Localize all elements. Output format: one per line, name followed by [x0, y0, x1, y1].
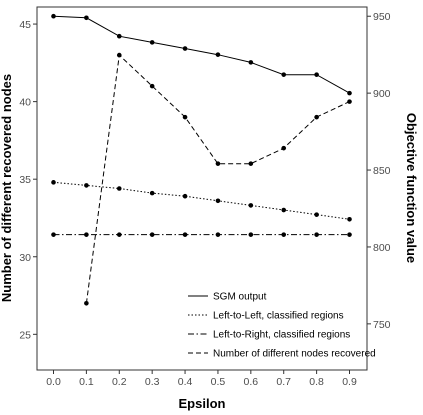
data-point — [281, 72, 287, 77]
data-point — [149, 40, 155, 45]
series-line — [53, 181, 350, 220]
data-point — [51, 13, 56, 19]
data-point — [248, 232, 254, 237]
data-point — [215, 161, 221, 166]
legend-label: Left-to-Right, classified regions — [213, 330, 350, 341]
x-tick-label: 0.3 — [145, 376, 160, 388]
x-tick-label: 0.0 — [46, 376, 61, 388]
series-line — [53, 15, 350, 94]
data-point — [51, 232, 56, 237]
y-right-tick-label: 950 — [373, 11, 391, 23]
data-point — [182, 232, 188, 237]
y-left-tick-label: 35 — [19, 174, 31, 186]
y-left-tick-label: 25 — [19, 329, 31, 341]
data-point — [116, 52, 122, 58]
data-point — [215, 198, 221, 204]
data-point — [248, 60, 254, 65]
legend-label: SGM output — [213, 292, 267, 303]
data-point — [248, 161, 254, 166]
axes: 0.0 0.1 0.2 0.3 0.4 0.5 0.6 0.7 0.8 0.9 25 30 35 40 45… — [19, 11, 390, 388]
x-tick-label: 0.2 — [112, 376, 127, 388]
data-point — [182, 193, 188, 199]
legend-label: Left-to-Left, classified regions — [213, 311, 344, 322]
legend: SGM output Left-to-Left, classified regio… — [188, 292, 376, 360]
x-tick-label: 0.9 — [342, 376, 357, 388]
x-axis-title: Epsilon — [179, 396, 226, 411]
data-point — [314, 232, 319, 237]
data-point — [84, 15, 89, 21]
data-point — [215, 52, 221, 57]
data-point — [281, 232, 287, 237]
data-point — [314, 212, 319, 217]
y-right-tick-label: 750 — [373, 319, 391, 331]
data-point — [347, 90, 352, 96]
data-point — [149, 190, 155, 196]
x-tick-label: 0.8 — [309, 376, 324, 388]
data-point — [116, 186, 122, 191]
data-point — [84, 300, 89, 306]
plot-panel — [36, 6, 368, 371]
data-point — [84, 183, 89, 188]
data-point — [84, 232, 89, 237]
data-point — [116, 232, 122, 237]
x-tick-label: 0.4 — [178, 376, 193, 388]
y-right-tick-label: 850 — [373, 165, 391, 177]
data-point — [347, 232, 352, 237]
y-right-tick-label: 800 — [373, 242, 391, 254]
data-point — [281, 145, 287, 151]
data-point — [281, 207, 287, 213]
y-left-tick-label: 30 — [19, 252, 31, 264]
y-left-tick-label: 40 — [19, 97, 31, 109]
y-right-tick-label: 900 — [373, 88, 391, 100]
series-line — [85, 54, 350, 304]
y-axis-right-title: Objective function value — [404, 113, 419, 263]
data-point — [215, 232, 221, 237]
data-point — [116, 33, 122, 39]
data-point — [149, 83, 155, 89]
data-point — [248, 203, 254, 208]
legend-label: Number of different nodes recovered — [213, 349, 376, 360]
data-point — [347, 99, 352, 104]
y-axis-left-title: Number of different recovered nodes — [0, 74, 14, 302]
x-tick-label: 0.7 — [276, 376, 291, 388]
x-tick-label: 0.1 — [79, 376, 94, 388]
data-point — [314, 114, 319, 120]
data-point — [314, 72, 319, 77]
series-layer — [51, 13, 352, 306]
data-point — [182, 114, 188, 120]
data-point — [51, 180, 56, 185]
data-point — [182, 46, 188, 51]
data-point — [149, 232, 155, 237]
x-tick-label: 0.6 — [244, 376, 259, 388]
data-point — [347, 216, 352, 222]
y-left-tick-label: 45 — [19, 19, 31, 31]
x-tick-label: 0.5 — [211, 376, 226, 388]
